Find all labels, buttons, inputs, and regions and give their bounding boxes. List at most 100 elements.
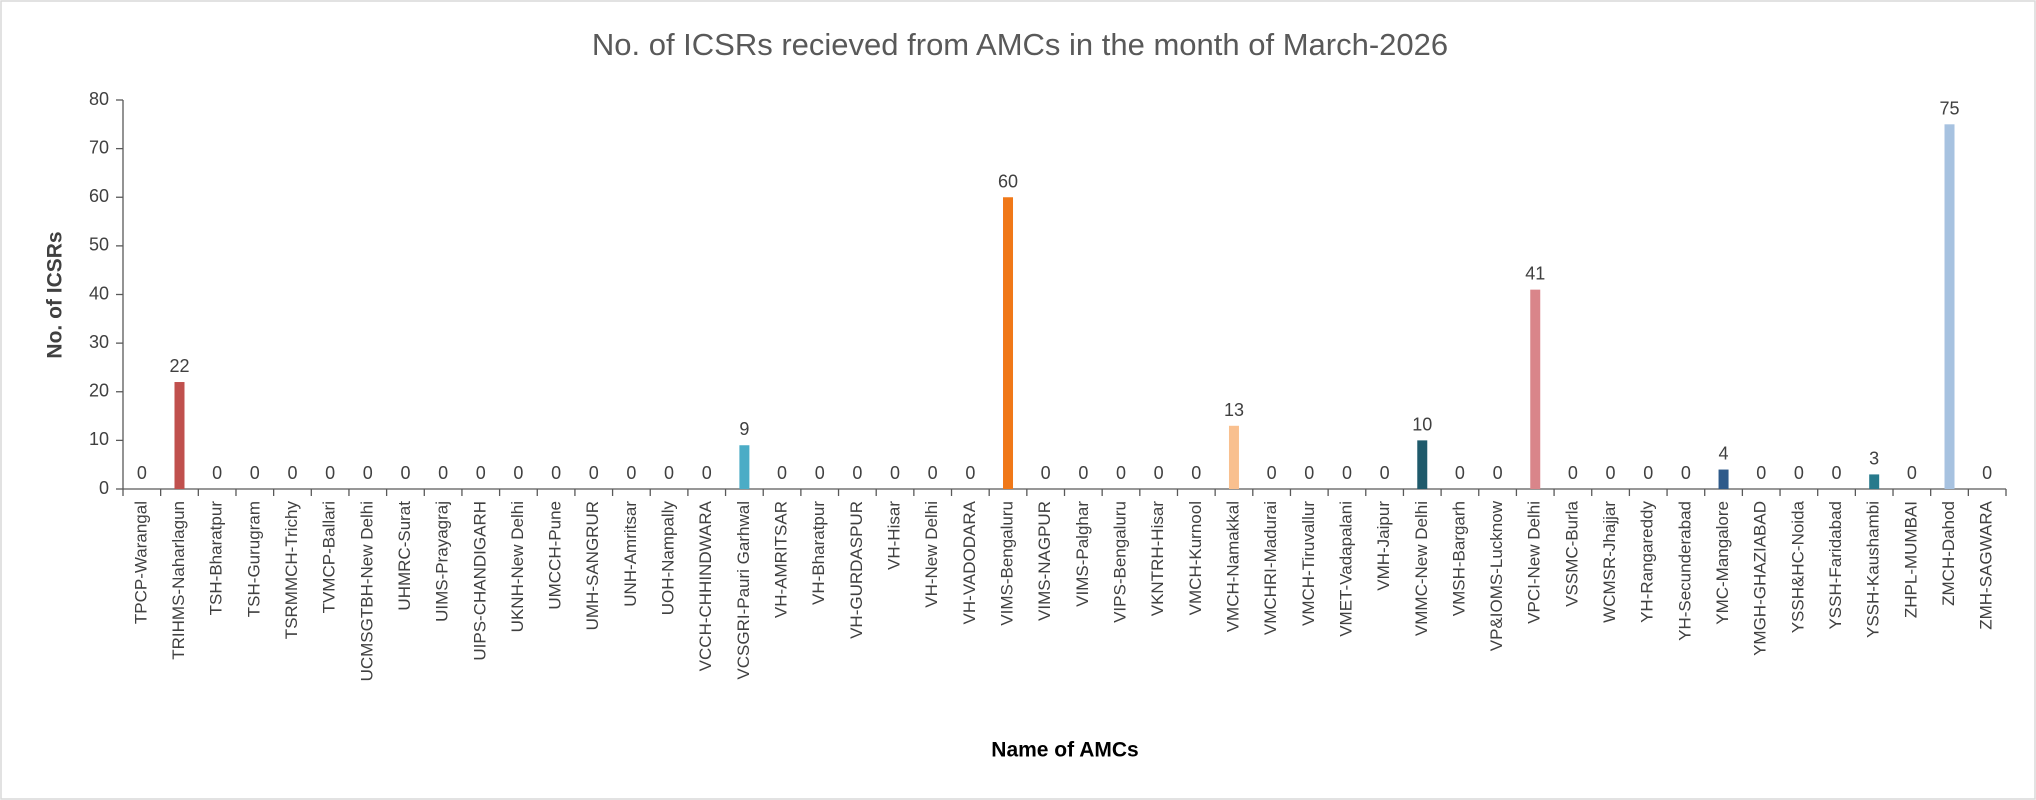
data-label: 0	[1794, 463, 1804, 483]
x-tick-label: VH-VADODARA	[960, 500, 979, 624]
x-tick-label: ZMCH-Dahod	[1939, 501, 1958, 606]
data-label: 0	[1907, 463, 1917, 483]
data-label: 0	[212, 463, 222, 483]
bar	[1003, 197, 1014, 489]
y-axis-label: No. of ICSRs	[44, 231, 67, 358]
x-tick-label: UHMRC-Surat	[395, 501, 414, 611]
bar	[1944, 124, 1955, 489]
data-label: 0	[438, 463, 448, 483]
x-tick-label: VH-Hisar	[885, 501, 904, 570]
bar	[739, 445, 750, 489]
data-label: 0	[476, 463, 486, 483]
x-tick-label: UOH-Nampally	[659, 501, 678, 616]
data-label: 0	[250, 463, 260, 483]
x-tick-label: VKNTRH-Hisar	[1148, 501, 1167, 617]
x-tick-label: VIPS-Bengaluru	[1110, 501, 1129, 623]
y-tick-label: 80	[89, 89, 109, 109]
data-label: 60	[998, 171, 1018, 191]
x-tick-label: UIMS-Prayagraj	[433, 501, 452, 622]
data-label: 0	[702, 463, 712, 483]
data-label: 0	[815, 463, 825, 483]
x-tick-label: VMET-Vadapalani	[1336, 501, 1355, 637]
data-label: 22	[169, 356, 189, 376]
data-label: 0	[1078, 463, 1088, 483]
x-tick-label: TVMCP-Ballari	[320, 501, 339, 613]
y-tick-label: 0	[99, 478, 109, 498]
x-tick-label: YSSH-Kaushambi	[1864, 501, 1883, 638]
bar	[1718, 469, 1729, 489]
data-label: 41	[1525, 264, 1545, 284]
x-tick-label: UIPS-CHANDIGARH	[470, 501, 489, 661]
data-label: 0	[777, 463, 787, 483]
data-label: 0	[551, 463, 561, 483]
x-tick-label: VSSMC-Burla	[1562, 500, 1581, 606]
x-tick-label: YH-Secunderabad	[1675, 501, 1694, 641]
data-label: 0	[1493, 463, 1503, 483]
data-label: 0	[325, 463, 335, 483]
data-label: 0	[664, 463, 674, 483]
data-label: 0	[1756, 463, 1766, 483]
bar	[1417, 440, 1428, 489]
data-label: 75	[1939, 98, 1959, 118]
data-label: 0	[1041, 463, 1051, 483]
data-label: 0	[1154, 463, 1164, 483]
x-tick-label: YMC-Mangalore	[1713, 501, 1732, 625]
data-label: 0	[287, 463, 297, 483]
x-tick-label: YSSH-Faridabad	[1826, 501, 1845, 630]
data-label: 3	[1869, 448, 1879, 468]
data-label: 0	[400, 463, 410, 483]
data-label: 0	[626, 463, 636, 483]
x-tick-label: VMCH-Namakkal	[1223, 501, 1242, 632]
x-tick-label: YMGH-GHAZIABAD	[1751, 501, 1770, 656]
x-tick-label: WCMSR-Jhajjar	[1600, 501, 1619, 623]
y-tick-label: 40	[89, 283, 109, 303]
x-tick-label: VCSGRI-Pauri Garhwal	[734, 501, 753, 680]
x-tick-label: VP&IOMS-Lucknow	[1487, 500, 1506, 651]
x-tick-label: VH-Bharatpur	[809, 501, 828, 605]
data-label: 0	[928, 463, 938, 483]
x-tick-label: YH-Rangareddy	[1638, 501, 1657, 623]
chart-title: No. of ICSRs recieved from AMCs in the m…	[592, 27, 1448, 62]
x-tick-label: VCCH-CHHINDWARA	[696, 500, 715, 671]
data-label: 0	[137, 463, 147, 483]
data-label: 0	[1191, 463, 1201, 483]
data-label: 0	[852, 463, 862, 483]
y-tick-label: 20	[89, 381, 109, 401]
data-label: 0	[513, 463, 523, 483]
data-label: 0	[1116, 463, 1126, 483]
x-tick-label: VMCHRI-Madurai	[1261, 501, 1280, 635]
y-tick-label: 30	[89, 332, 109, 352]
bar	[1530, 289, 1541, 489]
x-tick-label: ZMH-SAGWARA	[1977, 500, 1996, 629]
data-label: 0	[1643, 463, 1653, 483]
data-label: 0	[890, 463, 900, 483]
x-tick-label: UNH-Amritsar	[621, 501, 640, 607]
x-tick-label: TSRMMCH-Trichy	[282, 501, 301, 640]
data-label: 0	[1455, 463, 1465, 483]
y-tick-label: 10	[89, 429, 109, 449]
x-tick-label: VH-New Delhi	[922, 501, 941, 608]
data-label: 0	[589, 463, 599, 483]
x-tick-label: TSH-Gurugram	[244, 501, 263, 617]
data-label: 0	[1982, 463, 1992, 483]
x-tick-label: VH-GURDASPUR	[847, 501, 866, 639]
bar	[1228, 425, 1239, 489]
x-tick-label: VMMC-New Delhi	[1412, 501, 1431, 636]
x-tick-label: UMCCH-Pune	[546, 501, 565, 610]
x-tick-label: ZHPL-MUMBAI	[1901, 501, 1920, 618]
y-tick-label: 70	[89, 137, 109, 157]
data-label: 0	[1342, 463, 1352, 483]
x-tick-label: UMH-SANGRUR	[583, 501, 602, 630]
x-tick-label: TPCP-Warangal	[131, 501, 150, 624]
data-label: 0	[1304, 463, 1314, 483]
x-tick-label: VIMS-NAGPUR	[1035, 501, 1054, 621]
x-tick-label: VIMS-Bengaluru	[997, 501, 1016, 626]
bar	[1869, 474, 1880, 489]
x-tick-label: TRIHMS-Naharlagun	[169, 501, 188, 660]
x-tick-label: VMSH-Bargarh	[1449, 501, 1468, 616]
bar	[174, 382, 185, 489]
y-tick-label: 50	[89, 235, 109, 255]
